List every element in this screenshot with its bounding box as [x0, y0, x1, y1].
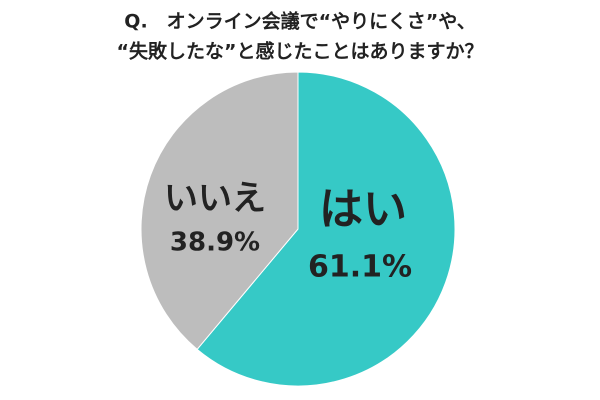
pie-slice — [196, 71, 456, 387]
chart-title: Q. オンライン会議で“やりにくさ”や、 — [124, 10, 475, 33]
slice-label: はい — [319, 184, 407, 235]
pie-slice — [140, 71, 299, 351]
value-label: 61.1% — [308, 250, 412, 285]
value-label: 38.9% — [170, 228, 260, 258]
slice-label: いいえ — [164, 179, 266, 219]
chart-title: “失敗したな”と感じたことはありますか？ — [117, 40, 484, 63]
